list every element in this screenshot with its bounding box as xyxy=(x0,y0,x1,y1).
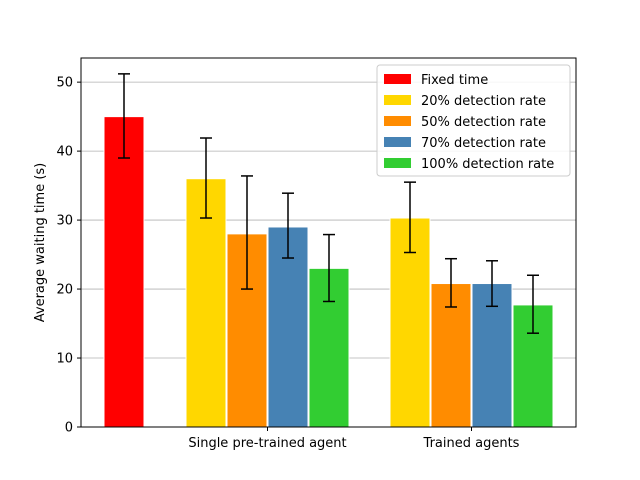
legend-label: 100% detection rate xyxy=(421,157,554,172)
legend-swatch xyxy=(384,158,411,168)
legend-label: 70% detection rate xyxy=(421,136,546,151)
x-tick-label: Trained agents xyxy=(423,436,520,451)
legend-swatch xyxy=(384,95,411,105)
legend-swatch xyxy=(384,137,411,147)
legend-label: Fixed time xyxy=(421,73,488,88)
legend-box xyxy=(376,64,571,177)
y-tick-label: 10 xyxy=(56,352,73,367)
x-axis-ticks: Single pre-trained agent Trained agents xyxy=(188,427,520,451)
bar xyxy=(471,283,513,428)
axes-frame xyxy=(80,57,577,428)
y-axis-label: Average waiting time (s) xyxy=(33,163,48,322)
bars xyxy=(103,116,554,428)
legend-swatch xyxy=(384,74,411,84)
y-tick-label: 0 xyxy=(65,421,73,436)
legend-swatch xyxy=(384,116,411,126)
legend-label: 50% detection rate xyxy=(421,115,546,130)
legend: Fixed time 20% detection rate 50% detectio… xyxy=(376,64,571,177)
y-tick-label: 20 xyxy=(56,283,73,298)
error-bars xyxy=(118,73,539,334)
y-axis-ticks: 0 10 20 30 40 50 xyxy=(56,76,81,436)
y-tick-label: 30 xyxy=(56,214,73,229)
y-tick-label: 40 xyxy=(56,145,73,160)
x-tick-label: Single pre-trained agent xyxy=(188,436,346,451)
bar xyxy=(103,116,145,428)
legend-label: 20% detection rate xyxy=(421,94,546,109)
y-tick-label: 50 xyxy=(56,76,73,91)
